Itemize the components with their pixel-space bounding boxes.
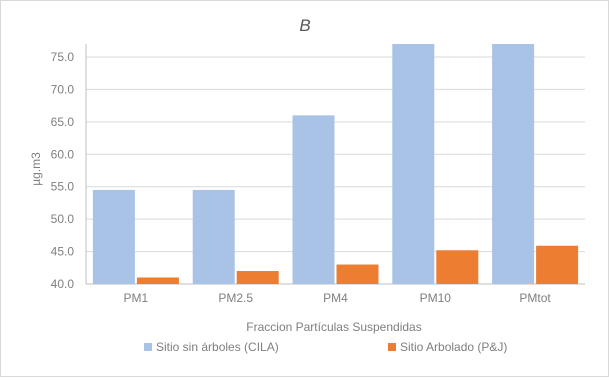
y-tick-label: 60.0: [51, 147, 75, 161]
x-tick-label: PM2.5: [218, 291, 253, 305]
y-tick-label: 75.0: [51, 50, 75, 64]
legend-swatch: [388, 343, 396, 351]
x-axis-label: Fraccion Partículas Suspendidas: [246, 320, 421, 334]
legend: Sitio sin árboles (CILA) Sitio Arbolado (…: [144, 340, 507, 354]
x-tick-label: PM10: [420, 291, 452, 305]
y-tick-label: 70.0: [51, 82, 75, 96]
y-axis-label: µg.m3: [29, 152, 43, 186]
bar-series1-pm25: [192, 189, 235, 284]
bar-series2-pm10: [436, 250, 479, 284]
y-tick-label: 55.0: [51, 180, 75, 194]
legend-label: Sitio Arbolado (P&J): [400, 340, 507, 354]
bar-series1-pm10: [392, 44, 435, 284]
gridlines: [86, 56, 585, 253]
y-tick-label: 65.0: [51, 115, 75, 129]
bar-series1-pm4: [292, 115, 335, 284]
x-tick-label: PM4: [323, 291, 348, 305]
bar-series1-pm1: [92, 189, 135, 284]
y-tick-label: 50.0: [51, 212, 75, 226]
chart-title: B: [299, 16, 310, 35]
x-tick-label: PM1: [124, 291, 149, 305]
bars: [92, 44, 579, 284]
bar-series2-pm25: [236, 271, 279, 284]
legend-swatch: [144, 343, 152, 351]
bar-series2-pm4: [336, 264, 379, 284]
legend-label: Sitio sin árboles (CILA): [156, 340, 279, 354]
bar-series2-pmtot: [536, 245, 579, 284]
y-tick-label: 40.0: [51, 277, 75, 291]
bar-series1-pmtot: [492, 44, 535, 284]
y-tick-label: 45.0: [51, 245, 75, 259]
axes: 40.0 45.0 50.0 55.0 60.0 65.0 70.0 75.0 PM1 PM2.5…: [51, 44, 585, 305]
bar-series2-pm1: [136, 277, 179, 284]
x-tick-label: PMtot: [519, 291, 551, 305]
